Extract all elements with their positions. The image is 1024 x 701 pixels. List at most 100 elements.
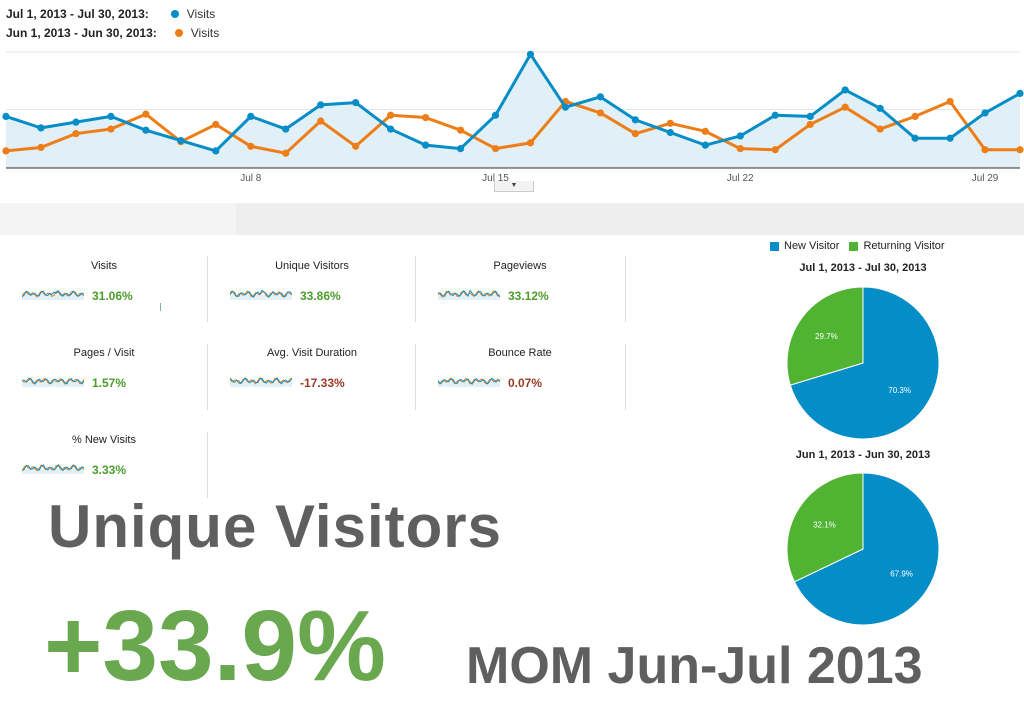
current-series-point	[37, 124, 45, 132]
sparkline	[438, 289, 500, 300]
sparkline	[438, 377, 500, 387]
x-tick-label: Jul 8	[240, 173, 262, 184]
previous-series-point	[806, 120, 814, 129]
current-series-point	[107, 112, 115, 120]
pie-chart-current[interactable]: 70.3% 29.7%	[786, 286, 940, 440]
previous-series-point	[107, 125, 115, 133]
previous-series-point	[352, 142, 360, 150]
previous-series-point	[701, 127, 709, 135]
current-series-point	[177, 136, 185, 145]
pie-chart-previous[interactable]: 67.9% 32.1%	[786, 472, 940, 626]
previous-series-point	[596, 109, 605, 117]
metric-change: 3.33%	[92, 463, 127, 477]
metric-change: 1.57%	[92, 376, 127, 390]
previous-series-point	[317, 117, 325, 125]
metric-tile-visits[interactable]: Visits 31.06%	[0, 248, 208, 328]
previous-series-point	[142, 110, 150, 118]
previous-series-point	[911, 112, 919, 120]
previous-series-point	[666, 119, 674, 127]
sparkline-area	[22, 469, 84, 474]
sparkline	[22, 289, 84, 300]
previous-series-point	[421, 113, 430, 122]
sparkline-series	[230, 377, 292, 385]
pie-slice-new-visitor	[789, 286, 940, 440]
metric-separator	[625, 256, 626, 322]
pie-legend: New Visitor Returning Visitor	[770, 240, 945, 252]
previous-series-point	[491, 145, 500, 153]
sparkline-series	[438, 289, 500, 298]
previous-series-point	[387, 111, 395, 119]
metric-separator	[415, 344, 416, 410]
metric-name: Avg. Visit Duration	[266, 347, 358, 359]
current-series-point	[317, 101, 325, 109]
sparkline	[230, 377, 292, 387]
previous-series-point	[876, 125, 884, 133]
sparkline	[22, 377, 84, 387]
metric-change: 0.07%	[508, 376, 543, 390]
sparkline-series	[230, 289, 292, 298]
sparkline-series	[22, 289, 84, 298]
metric-name: Pages / Visit	[73, 347, 135, 359]
legend-current: Jul 1, 2013 - Jul 30, 2013: Visits	[6, 7, 215, 21]
current-series-point	[142, 126, 150, 134]
metric-tile-pageviews[interactable]: Pageviews 33.12%	[416, 248, 624, 328]
current-series-point	[736, 132, 744, 140]
sparkline-series	[438, 377, 500, 385]
chart-expand-handle[interactable]: ▼	[494, 181, 534, 192]
previous-series-point	[981, 146, 989, 154]
current-series-line	[5, 52, 1021, 153]
current-series-area	[6, 54, 1020, 167]
current-series-point	[981, 109, 989, 117]
new-visitor-swatch-icon	[770, 241, 779, 251]
pie-label-returning-visitor: 32.1%	[813, 521, 836, 530]
previous-series-point	[736, 145, 744, 153]
previous-series-point	[247, 142, 255, 150]
metric-tile-new-visits[interactable]: % New Visits 3.33%	[0, 422, 208, 502]
pie-title-current: Jul 1, 2013 - Jul 30, 2013	[799, 262, 927, 274]
sparkline	[22, 464, 84, 474]
current-series-point	[456, 145, 465, 153]
legend-previous-dot-icon	[174, 29, 183, 37]
previous-series-point	[72, 130, 80, 138]
previous-series-point	[37, 143, 45, 152]
metric-separator	[415, 256, 416, 322]
metric-name: Unique Visitors	[275, 260, 349, 272]
previous-series-point	[456, 126, 465, 134]
current-series-point	[911, 134, 919, 142]
legend-current-series: Visits	[186, 7, 216, 21]
metric-change: -17.33%	[300, 376, 345, 390]
metric-tile-pages-per-visit[interactable]: Pages / Visit 1.57%	[0, 335, 208, 415]
sparkline-series	[22, 377, 84, 385]
legend-current-range: Jul 1, 2013 - Jul 30, 2013:	[6, 7, 149, 21]
current-series-point	[352, 99, 360, 107]
current-series-point	[701, 141, 709, 149]
metric-name: % New Visits	[72, 434, 136, 446]
metric-tile-bounce-rate[interactable]: Bounce Rate 0.07%	[416, 335, 624, 415]
sparkline	[230, 289, 292, 300]
metric-separator	[207, 344, 208, 410]
legend-current-dot-icon	[170, 10, 179, 18]
headline-period: MOM Jun-Jul 2013	[466, 637, 923, 695]
previous-series-point	[212, 120, 220, 129]
current-series-point	[806, 112, 814, 120]
previous-series-point	[526, 139, 535, 147]
current-series-point	[1016, 89, 1024, 97]
legend-previous-range: Jun 1, 2013 - Jun 30, 2013:	[6, 26, 157, 40]
previous-series-point	[1016, 146, 1024, 154]
legend-previous-series: Visits	[190, 26, 220, 40]
current-series-point	[387, 125, 395, 133]
pie-label-returning-visitor: 29.7%	[815, 332, 838, 341]
sparkline-area	[230, 295, 292, 300]
visits-line-chart[interactable]: Jul 8 Jul 15 Jul 22 Jul 29	[0, 44, 1024, 194]
headline-value: +33.9%	[44, 590, 386, 701]
pie-slice-returning-visitor	[786, 472, 864, 583]
current-series-point	[841, 86, 849, 94]
legend-previous: Jun 1, 2013 - Jun 30, 2013: Visits	[6, 26, 219, 40]
previous-series-point	[631, 130, 639, 138]
previous-series-point	[771, 146, 779, 154]
pie-slice-returning-visitor	[786, 286, 864, 386]
metric-tile-avg-visit-duration[interactable]: Avg. Visit Duration -17.33%	[208, 335, 416, 415]
previous-series-point	[841, 103, 849, 111]
metric-tile-unique-visitors[interactable]: Unique Visitors 33.86%	[208, 248, 416, 328]
